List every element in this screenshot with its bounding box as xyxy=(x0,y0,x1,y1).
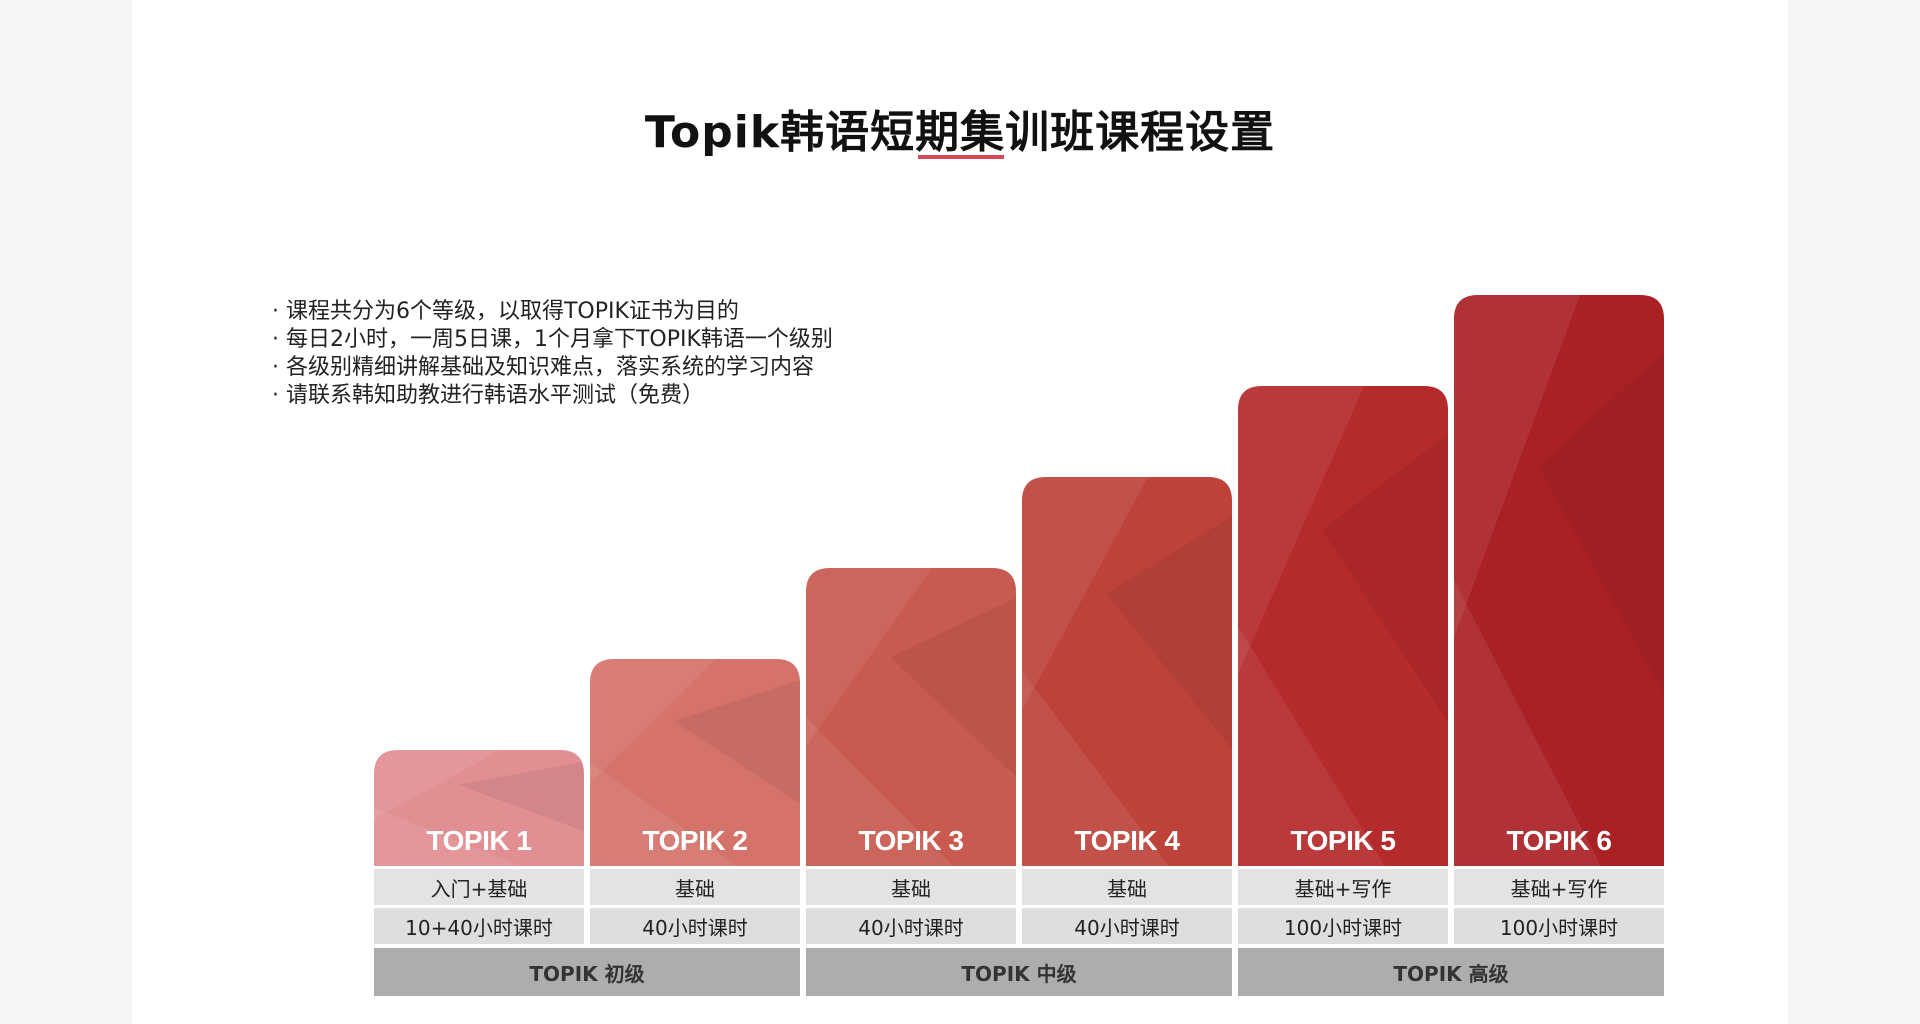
page: Topik韩语短期集训班课程设置 课程共分为6个等级，以取得TOPIK证书为目的… xyxy=(132,0,1788,1024)
level-bar-shape xyxy=(374,750,584,866)
content-cell: 基础 xyxy=(590,869,800,905)
feature-item: 课程共分为6个等级，以取得TOPIK证书为目的 xyxy=(272,298,833,326)
bar-facet xyxy=(806,717,953,866)
level-bar-label: TOPIK 3 xyxy=(859,825,964,856)
hours-cell: 40小时课时 xyxy=(806,908,1016,944)
level-group-cell: TOPIK 初级 xyxy=(374,948,800,996)
feature-item: 每日2小时，一周5日课，1个月拿下TOPIK韩语一个级别 xyxy=(272,326,833,354)
bar-facet xyxy=(890,597,1016,777)
level-bar-shape xyxy=(1022,477,1232,866)
content-cell: 基础 xyxy=(806,869,1016,905)
content-cell: 基础+写作 xyxy=(1454,869,1664,905)
bar-facet xyxy=(806,568,932,747)
page-title: Topik韩语短期集训班课程设置 xyxy=(644,107,1276,158)
hours-cell: 40小时课时 xyxy=(590,908,800,944)
bar-facet xyxy=(1454,295,1580,638)
bar-facet xyxy=(1538,352,1664,695)
level-bar: TOPIK 1 xyxy=(374,750,584,866)
bar-facet xyxy=(590,659,716,784)
hours-cell: 40小时课时 xyxy=(1022,908,1232,944)
bar-facet xyxy=(1106,515,1232,750)
level-bar-label: TOPIK 5 xyxy=(1291,825,1396,856)
level-bar-label: TOPIK 2 xyxy=(643,825,748,856)
bar-facet xyxy=(590,762,737,866)
feature-list: 课程共分为6个等级，以取得TOPIK证书为目的 每日2小时，一周5日课，1个月拿… xyxy=(272,298,833,410)
level-bar-shape xyxy=(1238,386,1448,866)
bar-facet xyxy=(374,750,500,820)
content-cell: 入门+基础 xyxy=(374,869,584,905)
level-bar: TOPIK 4 xyxy=(1022,477,1232,866)
feature-item: 各级别精细讲解基础及知识难点，落实系统的学习内容 xyxy=(272,354,833,382)
level-bar: TOPIK 6 xyxy=(1454,295,1664,866)
bar-facet xyxy=(674,679,800,804)
level-bar: TOPIK 2 xyxy=(590,659,800,866)
bar-facet xyxy=(1322,434,1448,722)
hours-cell: 100小时课时 xyxy=(1454,908,1664,944)
bar-facet xyxy=(1454,580,1601,866)
title-underline xyxy=(918,155,1004,159)
content-cell: 基础+写作 xyxy=(1238,869,1448,905)
level-bar-label: TOPIK 1 xyxy=(427,825,532,856)
level-bar: TOPIK 5 xyxy=(1238,386,1448,866)
hours-cell: 10+40小时课时 xyxy=(374,908,584,944)
level-bar-shape xyxy=(806,568,1016,866)
level-bar-shape xyxy=(1454,295,1664,866)
level-bar-chart: TOPIK 1 TOPIK 2 TOPIK 3 TOPIK 4 TOPIK 5 TOPIK… xyxy=(374,295,1664,866)
content-cell: 基础 xyxy=(1022,869,1232,905)
level-bar: TOPIK 3 xyxy=(806,568,1016,866)
level-bar-label: TOPIK 6 xyxy=(1507,825,1612,856)
bar-facet xyxy=(1238,626,1385,866)
bar-facet xyxy=(458,761,584,832)
hours-cell: 100小时课时 xyxy=(1238,908,1448,944)
level-bar-label: TOPIK 4 xyxy=(1075,825,1181,856)
bar-facet xyxy=(1022,671,1169,866)
bar-facet xyxy=(1022,477,1148,711)
bar-facet xyxy=(374,808,521,866)
feature-item: 请联系韩知助教进行韩语水平测试（免费） xyxy=(272,382,833,410)
level-bar-shape xyxy=(590,659,800,866)
bar-facet xyxy=(1238,386,1364,674)
level-group-cell: TOPIK 高级 xyxy=(1238,948,1664,996)
level-group-cell: TOPIK 中级 xyxy=(806,948,1232,996)
